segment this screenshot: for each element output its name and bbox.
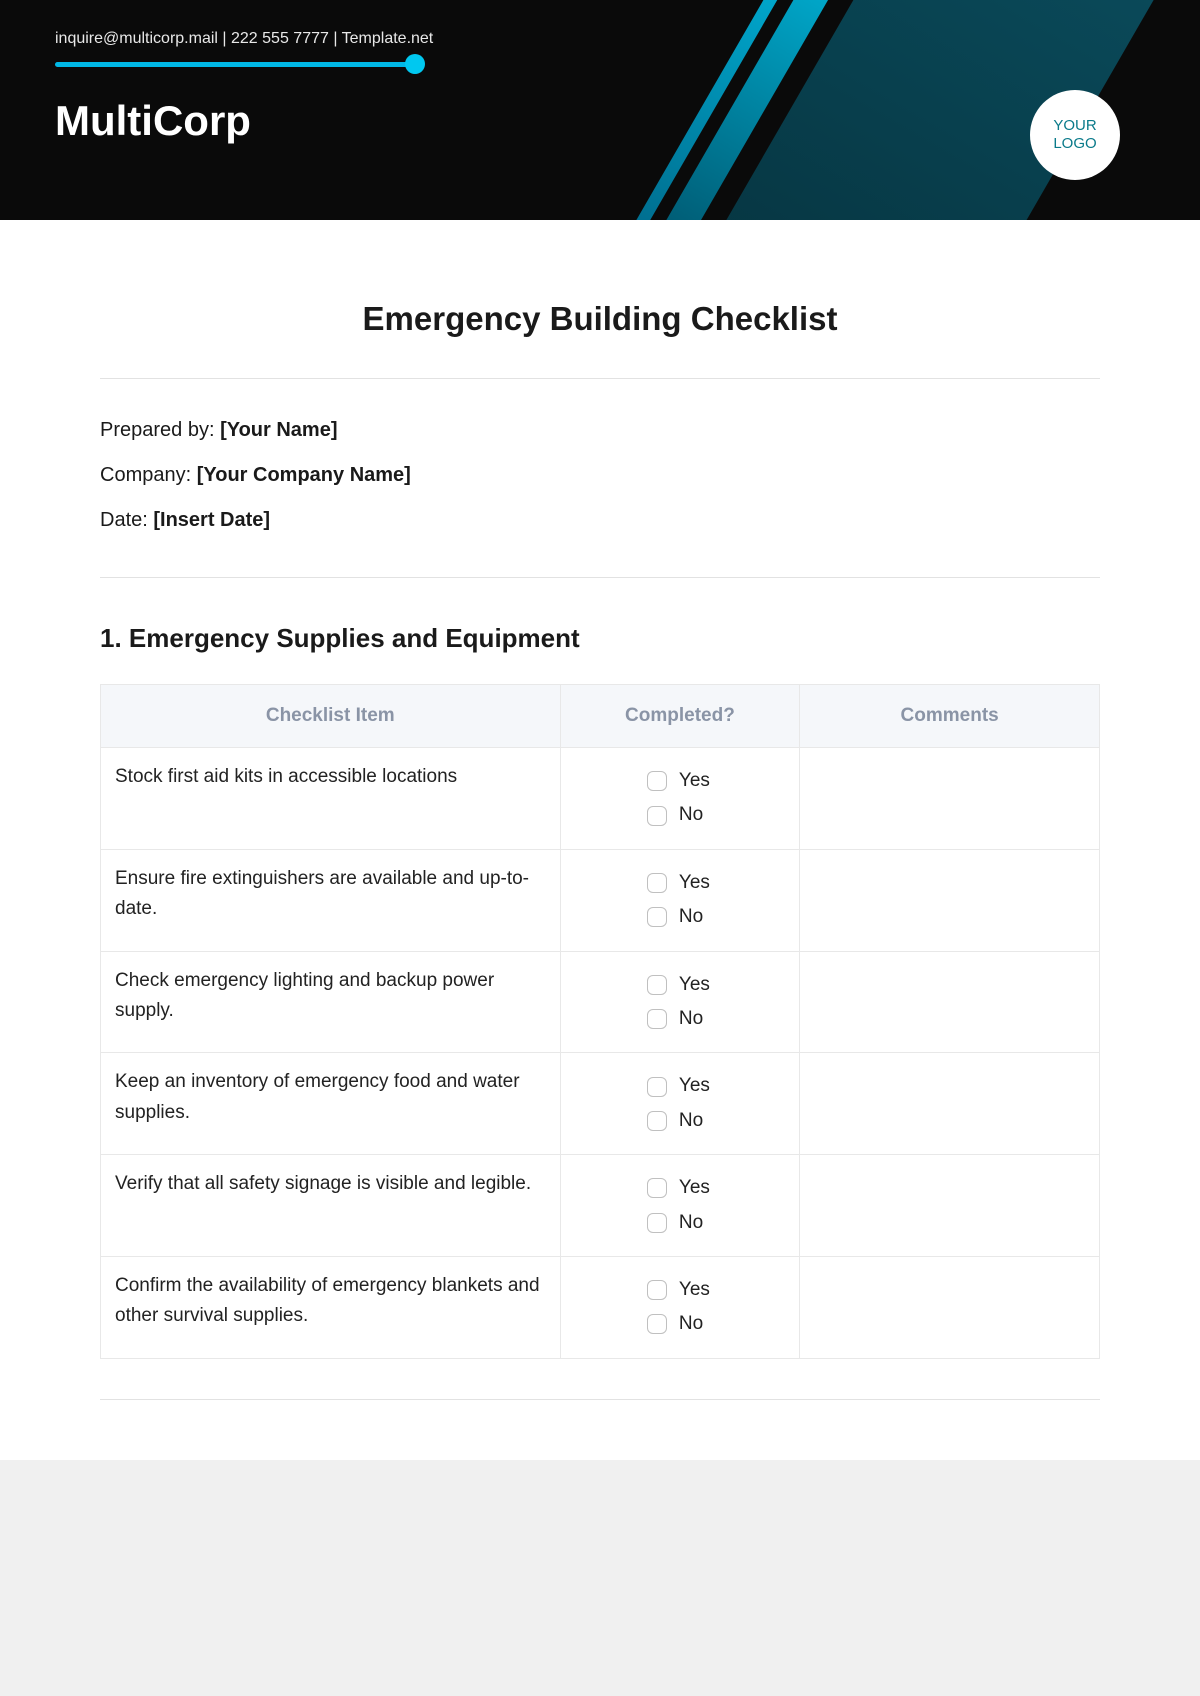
checkbox-icon[interactable] <box>647 1178 667 1198</box>
yes-option[interactable]: Yes <box>575 1173 786 1203</box>
column-header-completed: Completed? <box>560 685 800 748</box>
table-row: Ensure fire extinguishers are available … <box>101 849 1100 951</box>
yes-option[interactable]: Yes <box>575 1071 786 1101</box>
no-label: No <box>679 800 713 830</box>
no-label: No <box>679 1208 713 1238</box>
completed-cell: Yes No <box>560 1155 800 1257</box>
checkbox-icon[interactable] <box>647 771 667 791</box>
yes-label: Yes <box>679 970 713 1000</box>
checklist-item-cell: Stock first aid kits in accessible locat… <box>101 748 561 850</box>
checklist-item-cell: Check emergency lighting and backup powe… <box>101 951 561 1053</box>
meta-value[interactable]: [Insert Date] <box>153 509 270 531</box>
page: inquire@multicorp.mail | 222 555 7777 | … <box>0 0 1200 1460</box>
no-option[interactable]: No <box>575 1208 786 1238</box>
no-label: No <box>679 902 713 932</box>
yes-label: Yes <box>679 1071 713 1101</box>
column-header-comments: Comments <box>800 685 1100 748</box>
checklist-table: Checklist Item Completed? Comments Stock… <box>100 684 1100 1359</box>
page-title: Emergency Building Checklist <box>100 300 1100 338</box>
checkbox-icon[interactable] <box>647 1077 667 1097</box>
content: Emergency Building Checklist Prepared by… <box>0 220 1200 1460</box>
completed-cell: Yes No <box>560 849 800 951</box>
comments-cell[interactable] <box>800 1053 1100 1155</box>
no-option[interactable]: No <box>575 1106 786 1136</box>
divider <box>100 378 1100 379</box>
checkbox-icon[interactable] <box>647 907 667 927</box>
no-label: No <box>679 1106 713 1136</box>
checkbox-icon[interactable] <box>647 1213 667 1233</box>
header: inquire@multicorp.mail | 222 555 7777 | … <box>0 0 1200 220</box>
slider-decoration <box>55 62 415 67</box>
no-label: No <box>679 1004 713 1034</box>
meta-label: Date: <box>100 509 153 531</box>
completed-cell: Yes No <box>560 951 800 1053</box>
meta-prepared-by: Prepared by: [Your Name] <box>100 419 1100 442</box>
yes-option[interactable]: Yes <box>575 970 786 1000</box>
checkbox-icon[interactable] <box>647 1111 667 1131</box>
table-row: Confirm the availability of emergency bl… <box>101 1256 1100 1358</box>
meta-value[interactable]: [Your Name] <box>220 419 337 441</box>
column-header-item: Checklist Item <box>101 685 561 748</box>
meta-date: Date: [Insert Date] <box>100 509 1100 532</box>
checklist-item-cell: Ensure fire extinguishers are available … <box>101 849 561 951</box>
no-label: No <box>679 1309 713 1339</box>
checkbox-icon[interactable] <box>647 1009 667 1029</box>
yes-option[interactable]: Yes <box>575 766 786 796</box>
table-header-row: Checklist Item Completed? Comments <box>101 685 1100 748</box>
logo-placeholder: YOUR LOGO <box>1030 90 1120 180</box>
checkbox-icon[interactable] <box>647 1280 667 1300</box>
checkbox-icon[interactable] <box>647 975 667 995</box>
no-option[interactable]: No <box>575 800 786 830</box>
meta-label: Prepared by: <box>100 419 220 441</box>
no-option[interactable]: No <box>575 1004 786 1034</box>
meta-company: Company: [Your Company Name] <box>100 464 1100 487</box>
no-option[interactable]: No <box>575 902 786 932</box>
checklist-item-cell: Verify that all safety signage is visibl… <box>101 1155 561 1257</box>
yes-label: Yes <box>679 868 713 898</box>
logo-text-line1: YOUR <box>1053 117 1096 135</box>
meta-label: Company: <box>100 464 197 486</box>
yes-label: Yes <box>679 1173 713 1203</box>
table-row: Check emergency lighting and backup powe… <box>101 951 1100 1053</box>
checklist-item-cell: Keep an inventory of emergency food and … <box>101 1053 561 1155</box>
comments-cell[interactable] <box>800 951 1100 1053</box>
comments-cell[interactable] <box>800 1155 1100 1257</box>
divider <box>100 1399 1100 1400</box>
yes-option[interactable]: Yes <box>575 1275 786 1305</box>
meta-value[interactable]: [Your Company Name] <box>197 464 411 486</box>
section-title: 1. Emergency Supplies and Equipment <box>100 623 1100 654</box>
divider <box>100 577 1100 578</box>
table-row: Verify that all safety signage is visibl… <box>101 1155 1100 1257</box>
checkbox-icon[interactable] <box>647 873 667 893</box>
completed-cell: Yes No <box>560 1053 800 1155</box>
comments-cell[interactable] <box>800 748 1100 850</box>
comments-cell[interactable] <box>800 1256 1100 1358</box>
company-name: MultiCorp <box>55 97 1145 145</box>
no-option[interactable]: No <box>575 1309 786 1339</box>
completed-cell: Yes No <box>560 748 800 850</box>
logo-text-line2: LOGO <box>1053 135 1096 153</box>
yes-option[interactable]: Yes <box>575 868 786 898</box>
table-row: Keep an inventory of emergency food and … <box>101 1053 1100 1155</box>
table-row: Stock first aid kits in accessible locat… <box>101 748 1100 850</box>
contact-line: inquire@multicorp.mail | 222 555 7777 | … <box>55 30 1145 48</box>
slider-dot <box>405 54 425 74</box>
comments-cell[interactable] <box>800 849 1100 951</box>
yes-label: Yes <box>679 766 713 796</box>
completed-cell: Yes No <box>560 1256 800 1358</box>
checkbox-icon[interactable] <box>647 1314 667 1334</box>
yes-label: Yes <box>679 1275 713 1305</box>
checklist-item-cell: Confirm the availability of emergency bl… <box>101 1256 561 1358</box>
checkbox-icon[interactable] <box>647 806 667 826</box>
